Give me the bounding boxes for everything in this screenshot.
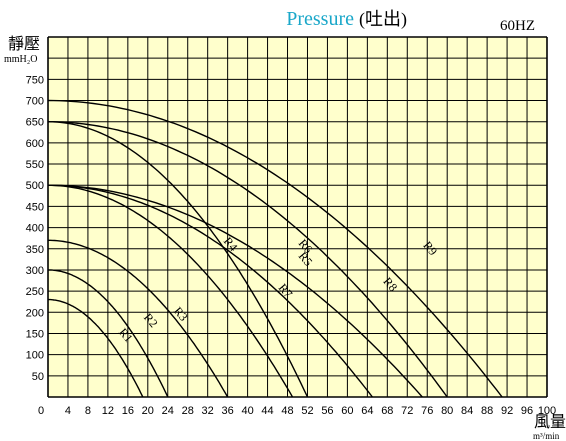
y-tick-label: 350 [26, 244, 44, 256]
grid [47, 36, 548, 398]
series-label-r9: R9 [420, 238, 440, 258]
y-tick-label: 300 [26, 265, 44, 277]
x-tick-label: 44 [261, 405, 273, 417]
y-tick-label: 750 [26, 74, 44, 86]
x-tick-label: 92 [501, 405, 513, 417]
curve-r5 [47, 184, 373, 398]
series-label-r5: R5 [296, 249, 316, 269]
curve-r4 [47, 184, 294, 398]
x-tick-label: 48 [281, 405, 293, 417]
y-tick-label: 500 [26, 180, 44, 192]
frequency-label: 60HZ [500, 18, 535, 34]
x-tick-label: 100 [538, 405, 556, 417]
curve-r3 [48, 239, 229, 398]
y-tick-label: 150 [26, 328, 44, 340]
curve-r1 [48, 298, 144, 398]
y-tick-label: 550 [26, 159, 44, 171]
curve-r2 [47, 269, 169, 398]
y-tick-label: 650 [26, 117, 44, 129]
x-tick-labels: 0 4 8 12 16 20 24 28 32 36 40 44 48 52 56 60 64 68 72 76 80 8… [38, 405, 556, 417]
x-tick-label: 8 [85, 405, 91, 417]
x-tick-label: 28 [182, 405, 194, 417]
series-label-r8: R8 [381, 274, 401, 294]
curve-r8 [48, 120, 448, 398]
x-tick-label: 16 [122, 405, 134, 417]
y-axis-unit: mmH₂O [4, 54, 38, 65]
curve-r9 [47, 99, 503, 398]
x-tick-label: 84 [461, 405, 473, 417]
x-tick-label: 36 [222, 405, 234, 417]
series-label-r6: R6 [296, 236, 316, 256]
x-tick-label: 24 [162, 405, 174, 417]
x-tick-label: 76 [421, 405, 433, 417]
x-tick-label: 80 [441, 405, 453, 417]
x-tick-label: 20 [142, 405, 154, 417]
x-tick-label: 0 [38, 405, 44, 417]
plot-background [48, 37, 547, 397]
y-tick-label: 450 [26, 201, 44, 213]
series-label-r7: R7 [276, 281, 296, 301]
series-label-r2: R2 [141, 310, 161, 330]
series-curves [47, 99, 503, 398]
x-tick-label: 72 [401, 405, 413, 417]
series-label-r3: R3 [171, 304, 191, 324]
x-tick-label: 68 [381, 405, 393, 417]
curve-r6 [47, 184, 423, 398]
x-tick-label: 96 [521, 405, 533, 417]
y-tick-labels: 50 100 150 200 250 300 350 400 450 500 550 600 650 70… [26, 74, 44, 382]
chart-title: Pressure [286, 8, 354, 30]
curve-r7 [48, 120, 309, 398]
series-label-r1: R1 [116, 325, 136, 345]
y-tick-label: 50 [32, 371, 44, 383]
x-tick-label: 32 [202, 405, 214, 417]
chart-title-cjk: (吐出) [359, 9, 407, 30]
x-tick-label: 56 [321, 405, 333, 417]
y-tick-label: 700 [26, 96, 44, 108]
x-tick-label: 4 [65, 405, 71, 417]
x-tick-label: 64 [361, 405, 373, 417]
x-axis-label: 風量 [534, 414, 566, 431]
y-tick-label: 250 [26, 286, 44, 298]
y-tick-label: 600 [26, 138, 44, 150]
y-axis-label: 靜壓 [8, 35, 40, 53]
y-tick-label: 400 [26, 223, 44, 235]
x-tick-label: 40 [241, 405, 253, 417]
x-tick-label: 88 [481, 405, 493, 417]
y-tick-label: 100 [26, 350, 44, 362]
x-tick-label: 52 [301, 405, 313, 417]
x-axis-unit: m³/min [533, 431, 560, 441]
x-tick-label: 12 [102, 405, 114, 417]
x-tick-label: 60 [341, 405, 353, 417]
series-label-r4: R4 [221, 234, 241, 254]
y-tick-label: 200 [26, 307, 44, 319]
